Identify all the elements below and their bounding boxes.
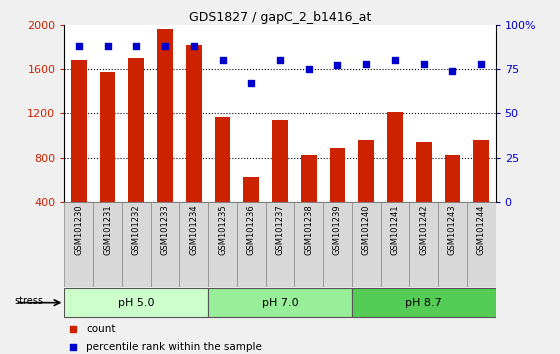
Text: GSM101230: GSM101230 [74,204,83,255]
Text: GSM101239: GSM101239 [333,204,342,255]
Point [354,108,363,114]
Text: GSM101234: GSM101234 [189,204,198,255]
Point [74,43,83,49]
Point [477,61,486,67]
Bar [295,202,323,287]
Bar [352,288,496,317]
Bar [208,202,237,287]
Bar [473,140,489,246]
Point [448,68,457,74]
Bar [64,288,208,317]
Text: GSM101232: GSM101232 [132,204,141,255]
Text: pH 7.0: pH 7.0 [262,298,298,308]
Bar [179,202,208,287]
Bar [122,202,151,287]
Text: count: count [86,324,115,334]
Text: GSM101235: GSM101235 [218,204,227,255]
Bar [214,116,230,246]
Bar [381,202,409,287]
Text: GSM101240: GSM101240 [362,204,371,255]
Text: pH 8.7: pH 8.7 [405,298,442,308]
Bar [93,202,122,287]
Bar [272,120,288,246]
Point [362,61,371,67]
Text: GSM101237: GSM101237 [276,204,284,255]
Point [132,43,141,49]
Bar [358,140,374,246]
Point [103,43,112,49]
Text: percentile rank within the sample: percentile rank within the sample [86,342,262,352]
Bar [157,29,173,246]
Bar [128,58,144,246]
Point [333,63,342,68]
Text: GSM101236: GSM101236 [247,204,256,255]
Bar [71,60,87,246]
Bar [186,45,202,246]
Text: pH 5.0: pH 5.0 [118,298,155,308]
Text: stress: stress [14,296,43,306]
Bar [244,177,259,246]
Text: GSM101244: GSM101244 [477,204,486,255]
Point [354,269,363,275]
Bar [445,155,460,246]
Bar [323,202,352,287]
Point [304,66,313,72]
Bar [208,288,352,317]
Text: GSM101238: GSM101238 [304,204,313,255]
Bar [352,202,381,287]
Text: GSM101241: GSM101241 [390,204,399,255]
Bar [100,72,115,246]
Bar [265,202,295,287]
Text: GSM101233: GSM101233 [161,204,170,255]
Title: GDS1827 / gapC_2_b1416_at: GDS1827 / gapC_2_b1416_at [189,11,371,24]
Point [247,80,256,86]
Point [218,57,227,63]
Point [276,57,284,63]
Bar [330,148,346,246]
Bar [301,155,316,246]
Bar [387,112,403,246]
Point [189,43,198,49]
Point [390,57,399,63]
Bar [409,202,438,287]
Bar [416,142,432,246]
Bar [438,202,467,287]
Point [419,61,428,67]
Bar [151,202,179,287]
Bar [467,202,496,287]
Text: GSM101243: GSM101243 [448,204,457,255]
Bar [237,202,265,287]
Text: GSM101231: GSM101231 [103,204,112,255]
Point [161,43,170,49]
Bar [64,202,93,287]
Text: GSM101242: GSM101242 [419,204,428,255]
